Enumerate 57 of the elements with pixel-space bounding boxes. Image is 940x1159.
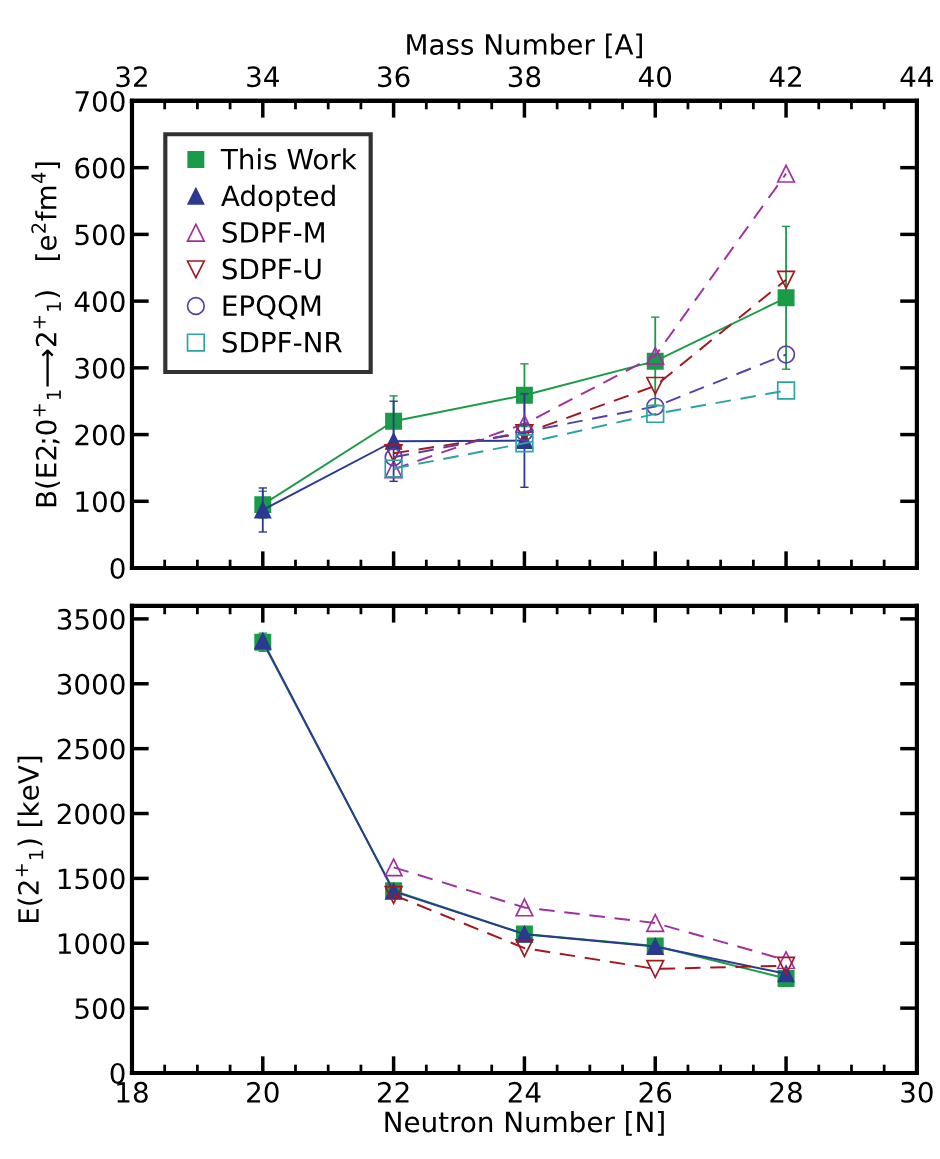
x-tick-label: 30 bbox=[901, 1081, 933, 1103]
y-tick-label: 700 bbox=[75, 90, 125, 112]
point bbox=[515, 938, 534, 958]
point bbox=[646, 376, 665, 396]
y-tick-label: 300 bbox=[75, 357, 125, 379]
legend-label: Adopted bbox=[221, 184, 335, 212]
point bbox=[646, 404, 665, 424]
y-tick-label: 2000 bbox=[57, 803, 125, 825]
y-tick-label: 500 bbox=[75, 224, 125, 246]
y-tick-label: 3000 bbox=[57, 673, 125, 695]
x-axis-title: Neutron Number [N] bbox=[385, 1111, 664, 1136]
y-axis-title: E(2$^{+}$$_{1}$) [keV] bbox=[15, 756, 44, 923]
point bbox=[776, 950, 796, 970]
x-tick-label: 20 bbox=[247, 1081, 279, 1103]
point bbox=[384, 885, 403, 905]
x-tick-label: 26 bbox=[639, 1081, 672, 1103]
point bbox=[515, 898, 534, 917]
legend-label: This Work bbox=[220, 148, 357, 170]
point bbox=[646, 913, 665, 933]
legend-label: SDPF-NR bbox=[222, 331, 342, 353]
x-tick-label: 24 bbox=[508, 1081, 541, 1103]
legend-label: SDPF-U bbox=[222, 258, 321, 280]
point bbox=[646, 959, 665, 979]
point bbox=[646, 397, 665, 416]
y-tick-label: 200 bbox=[75, 424, 125, 446]
point bbox=[777, 289, 795, 307]
y-tick-label: 3500 bbox=[57, 608, 125, 630]
x2-tick-label: 34 bbox=[247, 66, 279, 88]
legend-label: EPQQM bbox=[223, 295, 321, 320]
point bbox=[776, 381, 796, 400]
x2-tick-label: 40 bbox=[638, 66, 672, 88]
x-tick-label: 22 bbox=[377, 1081, 409, 1103]
point bbox=[776, 345, 796, 364]
x2-tick-label: 44 bbox=[900, 66, 933, 87]
text: B(E2;0$^{+}$$_{1}$⟶2$^{+}$$_{1}$) [e$^{2}$fm$^{4}$] bbox=[31, 162, 61, 507]
x2-tick-label: 38 bbox=[508, 66, 541, 88]
point bbox=[384, 448, 403, 467]
y-tick-label: 600 bbox=[75, 157, 125, 179]
y-tick-label: 1500 bbox=[58, 868, 125, 890]
y-tick-label: 500 bbox=[75, 998, 125, 1020]
y-tick-label: 400 bbox=[74, 291, 125, 313]
x2-axis-title: Mass Number [A] bbox=[407, 33, 642, 59]
y-tick-label: 1000 bbox=[58, 933, 125, 955]
legend-label: SDPF-M bbox=[222, 221, 324, 243]
point bbox=[776, 956, 796, 975]
point bbox=[646, 346, 665, 366]
x2-tick-label: 42 bbox=[769, 66, 801, 87]
point bbox=[384, 444, 403, 463]
y-tick-label: 100 bbox=[76, 491, 125, 513]
x2-tick-label: 36 bbox=[378, 66, 410, 88]
point bbox=[776, 164, 796, 183]
x-tick-label: 28 bbox=[770, 1081, 802, 1103]
point bbox=[776, 270, 796, 289]
point bbox=[384, 858, 403, 877]
y-tick-label: 2500 bbox=[57, 738, 125, 760]
y-tick-label: 0 bbox=[110, 557, 125, 579]
x2-tick-label: 32 bbox=[116, 66, 147, 88]
